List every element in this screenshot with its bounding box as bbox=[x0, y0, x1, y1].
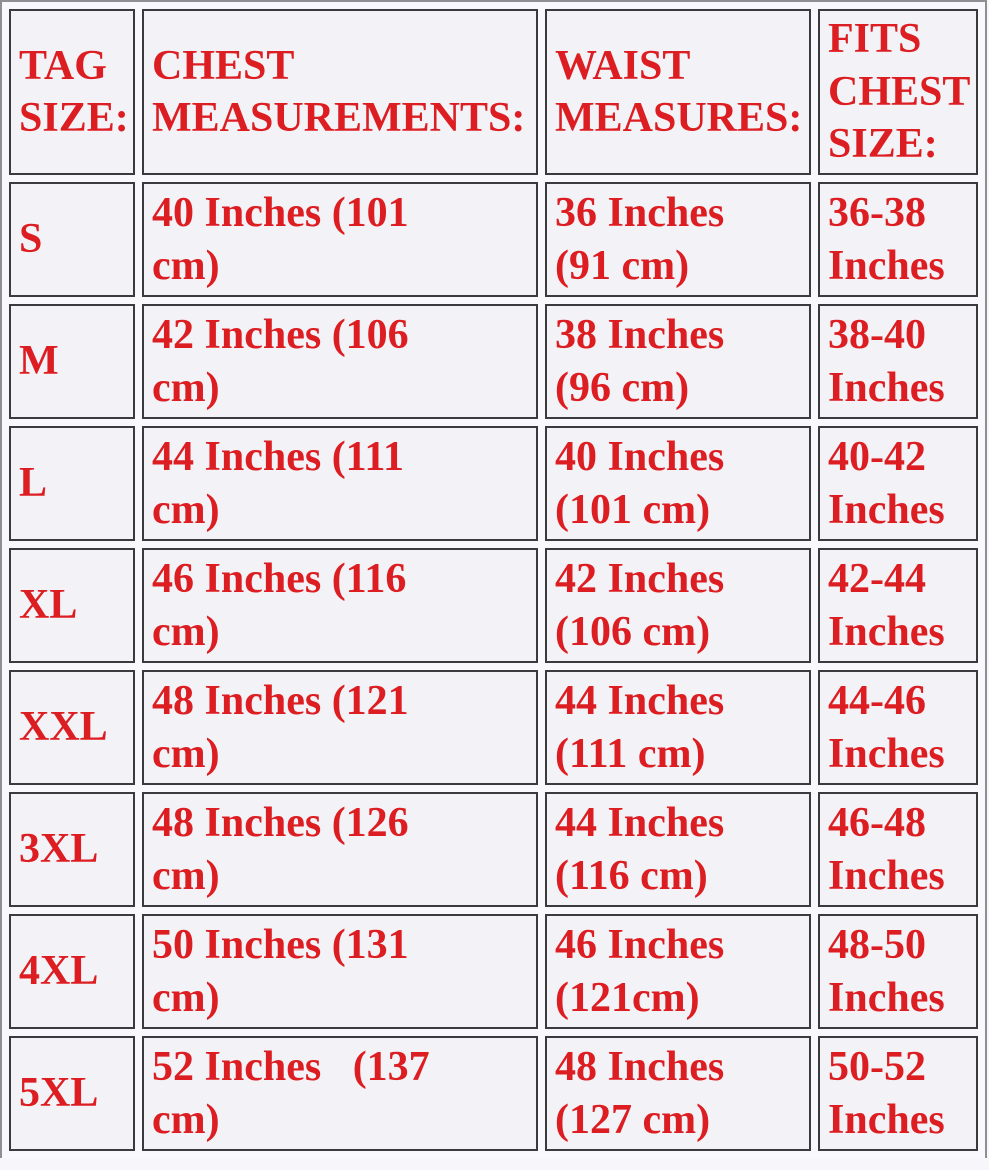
cell-fits-chest: 48-50 Inches bbox=[818, 914, 978, 1029]
table-row: M 42 Inches (106 cm) 38 Inches (96 cm) 3… bbox=[9, 304, 978, 419]
cell-fits-chest: 38-40 Inches bbox=[818, 304, 978, 419]
cell-waist-measure: 40 Inches (101 cm) bbox=[545, 426, 811, 541]
cell-waist-measure: 44 Inches (111 cm) bbox=[545, 670, 811, 785]
cell-waist-measure: 44 Inches (116 cm) bbox=[545, 792, 811, 907]
cell-waist-measure: 46 Inches (121cm) bbox=[545, 914, 811, 1029]
cell-waist-measure: 36 Inches (91 cm) bbox=[545, 182, 811, 297]
cell-tag-size: XXL bbox=[9, 670, 135, 785]
cell-fits-chest: 42-44 Inches bbox=[818, 548, 978, 663]
cell-tag-size: 5XL bbox=[9, 1036, 135, 1151]
cell-fits-chest: 40-42 Inches bbox=[818, 426, 978, 541]
cell-chest-measurement: 50 Inches (131 cm) bbox=[142, 914, 538, 1029]
cell-chest-measurement: 42 Inches (106 cm) bbox=[142, 304, 538, 419]
cell-waist-measure: 42 Inches (106 cm) bbox=[545, 548, 811, 663]
header-fits-chest-size: FITS CHEST SIZE: bbox=[818, 9, 978, 175]
cell-tag-size: 4XL bbox=[9, 914, 135, 1029]
cell-tag-size: M bbox=[9, 304, 135, 419]
cell-chest-measurement: 46 Inches (116 cm) bbox=[142, 548, 538, 663]
table-row: L 44 Inches (111 cm) 40 Inches (101 cm) … bbox=[9, 426, 978, 541]
cell-waist-measure: 38 Inches (96 cm) bbox=[545, 304, 811, 419]
cell-chest-measurement: 40 Inches (101 cm) bbox=[142, 182, 538, 297]
header-row: TAG SIZE: CHEST MEASUREMENTS: WAIST MEAS… bbox=[9, 9, 978, 175]
cell-chest-measurement: 48 Inches (121 cm) bbox=[142, 670, 538, 785]
cell-chest-measurement: 44 Inches (111 cm) bbox=[142, 426, 538, 541]
cell-chest-measurement: 48 Inches (126 cm) bbox=[142, 792, 538, 907]
header-waist-measures: WAIST MEASURES: bbox=[545, 9, 811, 175]
cell-fits-chest: 46-48 Inches bbox=[818, 792, 978, 907]
table-row: XXL 48 Inches (121 cm) 44 Inches (111 cm… bbox=[9, 670, 978, 785]
header-chest-measurements: CHEST MEASUREMENTS: bbox=[142, 9, 538, 175]
header-tag-size: TAG SIZE: bbox=[9, 9, 135, 175]
cell-tag-size: S bbox=[9, 182, 135, 297]
cell-fits-chest: 36-38 Inches bbox=[818, 182, 978, 297]
cell-waist-measure: 48 Inches (127 cm) bbox=[545, 1036, 811, 1151]
cell-tag-size: 3XL bbox=[9, 792, 135, 907]
cell-fits-chest: 44-46 Inches bbox=[818, 670, 978, 785]
table-row: 4XL 50 Inches (131 cm) 46 Inches (121cm)… bbox=[9, 914, 978, 1029]
table-row: XL 46 Inches (116 cm) 42 Inches (106 cm)… bbox=[9, 548, 978, 663]
cell-tag-size: XL bbox=[9, 548, 135, 663]
table-row: 5XL 52 Inches (137 cm) 48 Inches (127 cm… bbox=[9, 1036, 978, 1151]
cell-chest-measurement: 52 Inches (137 cm) bbox=[142, 1036, 538, 1151]
table-row: S 40 Inches (101 cm) 36 Inches (91 cm) 3… bbox=[9, 182, 978, 297]
table-row: 3XL 48 Inches (126 cm) 44 Inches (116 cm… bbox=[9, 792, 978, 907]
cell-tag-size: L bbox=[9, 426, 135, 541]
cell-fits-chest: 50-52 Inches bbox=[818, 1036, 978, 1151]
